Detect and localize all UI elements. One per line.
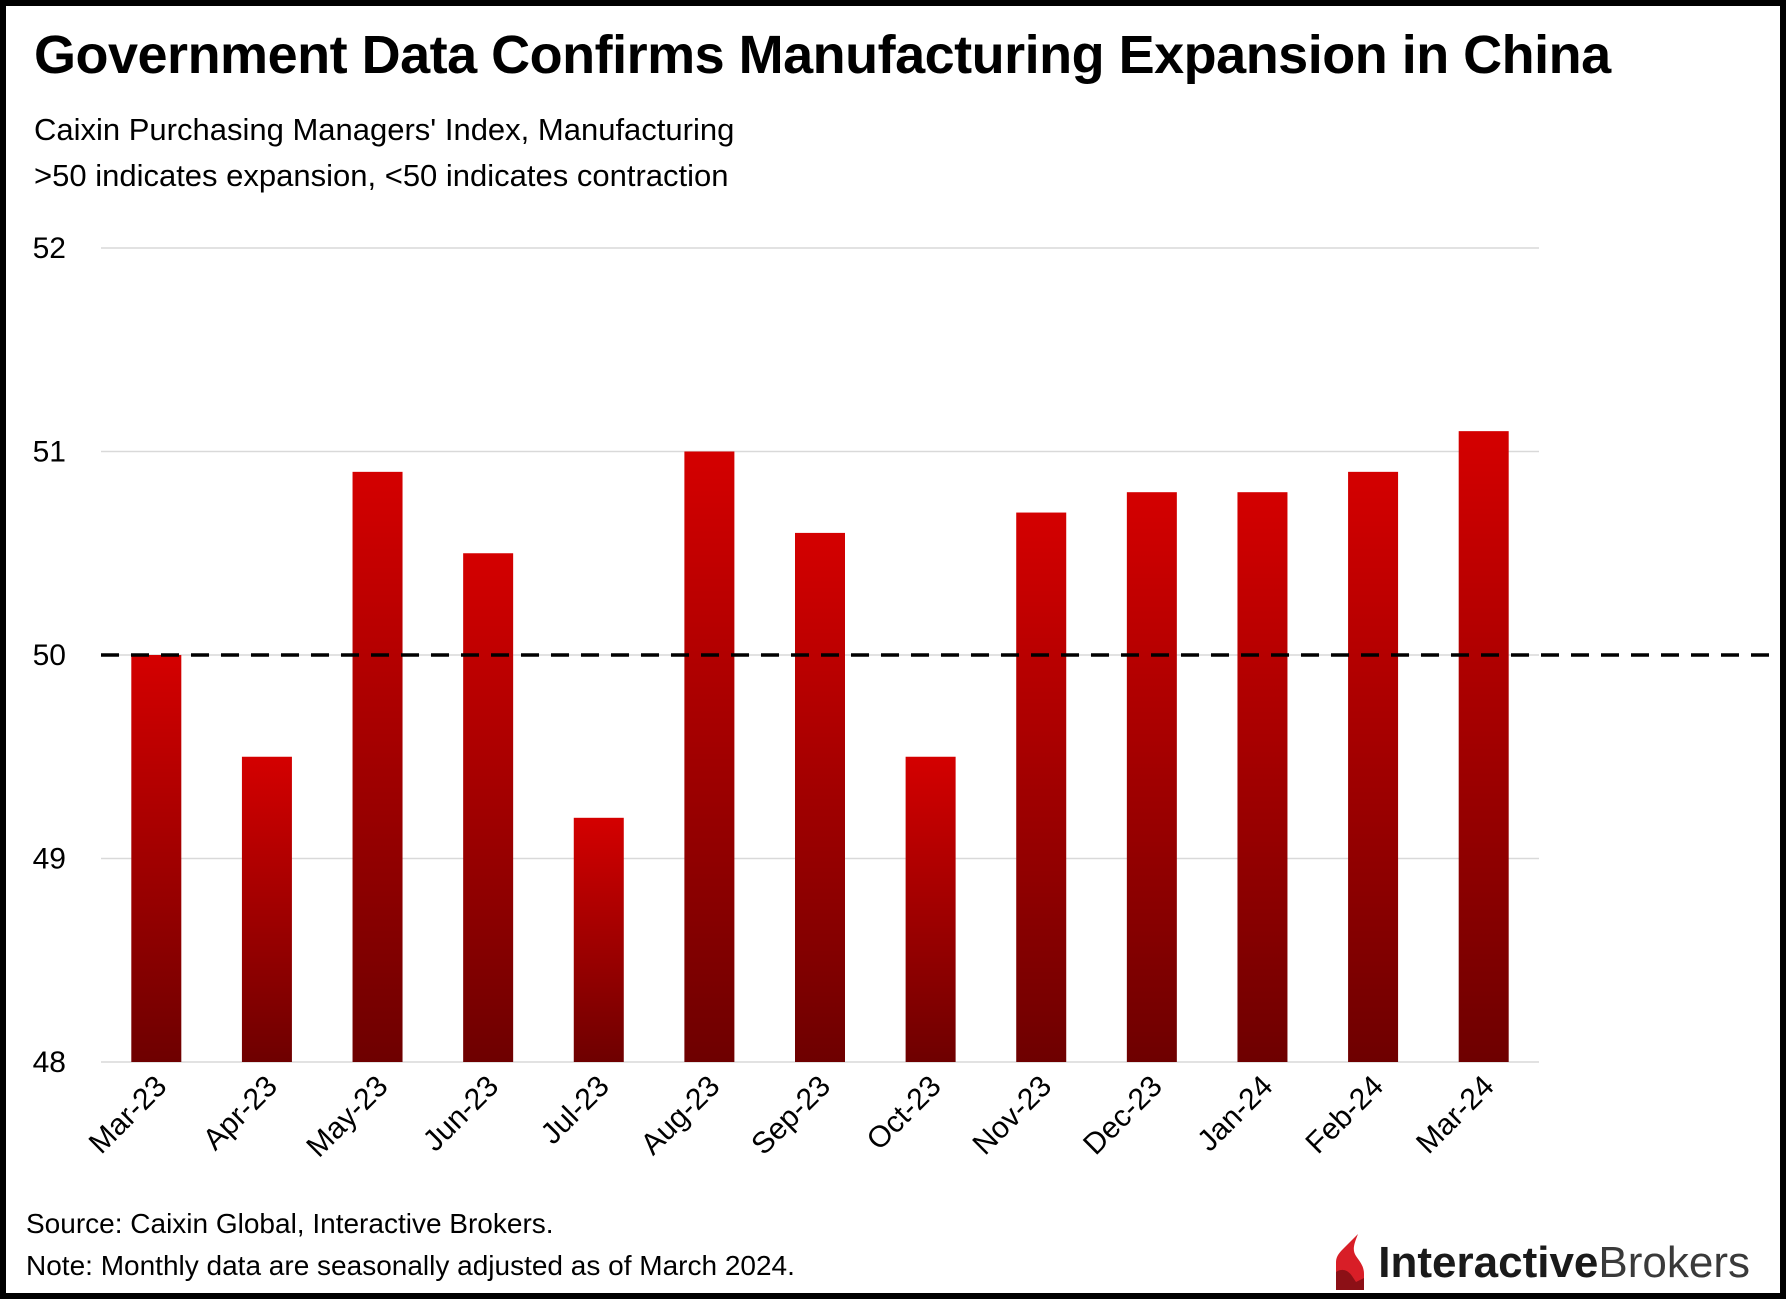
x-tick-label: Nov-23 bbox=[966, 1070, 1058, 1162]
x-tick-label: Mar-23 bbox=[83, 1070, 174, 1161]
y-tick-label: 50 bbox=[33, 639, 66, 672]
bar-feb-24 bbox=[1348, 471, 1399, 1063]
bar-nov-23 bbox=[1016, 512, 1067, 1062]
bar-mar-23 bbox=[131, 655, 182, 1062]
bar-jun-23 bbox=[463, 553, 514, 1062]
x-tick-label: Jul-23 bbox=[535, 1070, 616, 1151]
chart-title: Government Data Confirms Manufacturing E… bbox=[34, 25, 1611, 85]
bar-chart: 48 49 50 51 52 Mar-23 Apr-23 May-23 Jun-23 Jul-2… bbox=[33, 232, 1774, 1164]
bar-mar-24 bbox=[1458, 431, 1509, 1062]
bar-jul-23 bbox=[573, 817, 624, 1062]
x-tick-label: Mar-24 bbox=[1410, 1070, 1501, 1161]
footnote: Note: Monthly data are seasonally adjust… bbox=[26, 1250, 795, 1281]
x-tick-label: Aug-23 bbox=[635, 1070, 727, 1162]
x-tick-label: Jun-23 bbox=[417, 1070, 505, 1158]
x-tick-label: Apr-23 bbox=[197, 1070, 284, 1157]
y-tick-label: 52 bbox=[33, 232, 66, 265]
bar-aug-23 bbox=[684, 451, 735, 1062]
x-tick-label: Oct-23 bbox=[861, 1070, 948, 1157]
logo-text-interactive: Interactive bbox=[1378, 1238, 1599, 1287]
y-axis-tick-labels: 48 49 50 51 52 bbox=[33, 232, 66, 1079]
chart-subtitle-line-1: Caixin Purchasing Managers' Index, Manuf… bbox=[34, 112, 735, 147]
x-tick-label: Sep-23 bbox=[745, 1070, 837, 1162]
logo-text-brokers: Brokers bbox=[1598, 1238, 1750, 1287]
y-tick-label: 48 bbox=[33, 1046, 66, 1079]
interactive-brokers-flame-icon bbox=[1336, 1234, 1365, 1290]
bar-oct-23 bbox=[905, 756, 956, 1062]
chart-subtitle-line-2: >50 indicates expansion, <50 indicates c… bbox=[34, 158, 729, 193]
bar-apr-23 bbox=[241, 756, 292, 1062]
source-note: Source: Caixin Global, Interactive Broke… bbox=[26, 1208, 554, 1239]
x-tick-label: Dec-23 bbox=[1077, 1070, 1169, 1162]
bars bbox=[131, 431, 1509, 1063]
bar-jan-24 bbox=[1237, 492, 1288, 1062]
bar-sep-23 bbox=[795, 532, 845, 1062]
x-axis-tick-labels: Mar-23 Apr-23 May-23 Jun-23 Jul-23 Aug-23 Sep-… bbox=[83, 1070, 1501, 1164]
y-tick-label: 49 bbox=[33, 843, 66, 876]
x-tick-label: Jan-24 bbox=[1191, 1070, 1279, 1158]
interactive-brokers-logo: Interactive Brokers bbox=[1330, 1232, 1750, 1294]
bar-may-23 bbox=[352, 471, 403, 1063]
y-tick-label: 51 bbox=[33, 436, 66, 469]
gridlines bbox=[101, 247, 1539, 1063]
bar-dec-23 bbox=[1126, 492, 1177, 1062]
x-tick-label: Feb-24 bbox=[1299, 1070, 1390, 1161]
x-tick-label: May-23 bbox=[300, 1070, 394, 1164]
